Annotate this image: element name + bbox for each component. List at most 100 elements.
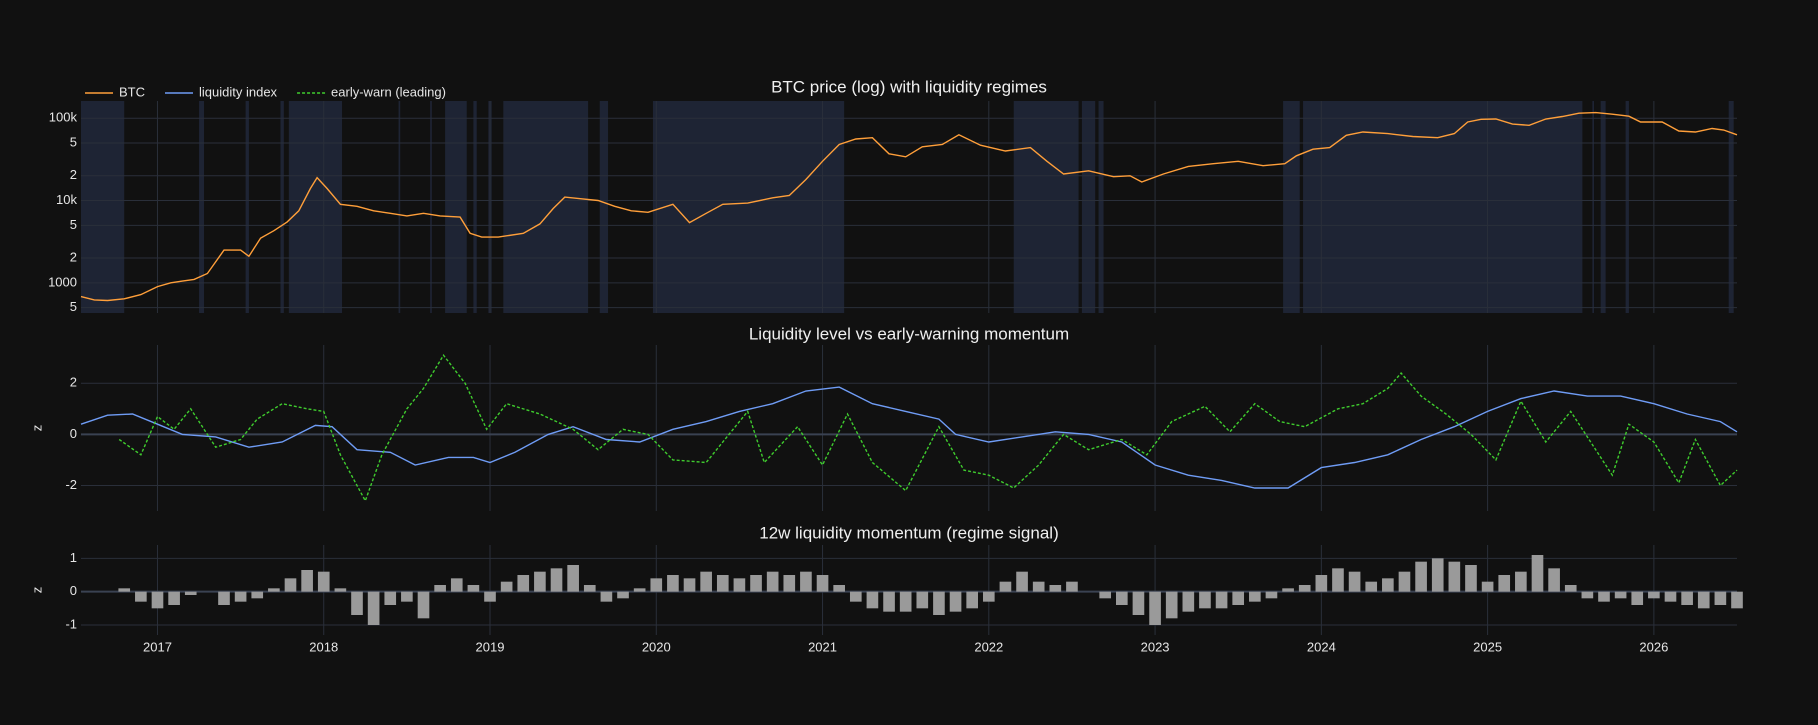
bar (783, 575, 796, 592)
x-tick-label: 2026 (1639, 639, 1668, 654)
bar (916, 591, 929, 609)
bar (1431, 558, 1444, 592)
regime-band (652, 101, 845, 313)
regime-band (1013, 101, 1079, 313)
bar (883, 591, 895, 612)
regime-band (1098, 101, 1104, 313)
bar (1332, 568, 1344, 592)
panel: 5 1000 2 5 10k 2 5 100k BTC price (log) with liq… (48, 77, 1738, 314)
bar (567, 565, 579, 592)
bar (450, 578, 463, 592)
bar (667, 575, 679, 592)
regime-band (1303, 101, 1583, 313)
y-tick-label: 1 (70, 550, 77, 565)
y-tick-label: 5 (70, 134, 77, 149)
bar (1165, 591, 1178, 619)
bar (866, 591, 879, 609)
bar (367, 591, 380, 625)
regime-band (599, 101, 609, 313)
bar (816, 575, 829, 592)
bar (268, 588, 280, 592)
bar (1199, 591, 1211, 609)
y-tick-label: 5 (70, 217, 77, 232)
bar (434, 585, 446, 592)
bar (1265, 591, 1278, 599)
bar (1481, 581, 1494, 592)
regime-band (288, 101, 343, 313)
bar (317, 571, 330, 592)
y-tick-label: -2 (65, 477, 77, 492)
bar (1531, 555, 1544, 592)
bar (384, 591, 397, 605)
series-line (80, 386, 1738, 489)
bar (1498, 575, 1511, 592)
bar (467, 585, 480, 592)
bar (1365, 581, 1378, 592)
regime-band (473, 101, 477, 313)
x-tick-label: 2025 (1473, 639, 1502, 654)
bar (1564, 585, 1577, 592)
x-tick-label: 2020 (642, 639, 671, 654)
bar (1614, 591, 1627, 599)
chart-title: Liquidity level vs early-warning momentu… (749, 324, 1069, 343)
x-tick-label: 2021 (808, 639, 837, 654)
regime-band (199, 101, 205, 313)
bar (351, 591, 363, 615)
x-tick-label: 2024 (1307, 639, 1336, 654)
legend-label: liquidity index (199, 84, 278, 99)
bar (1215, 591, 1228, 609)
bar (1714, 591, 1727, 605)
bar (334, 588, 347, 592)
bar (617, 591, 629, 599)
series-line (80, 111, 1738, 302)
bar (1465, 565, 1477, 592)
bar (417, 591, 430, 619)
bar (1315, 575, 1328, 592)
bar (1232, 591, 1245, 605)
bar (1681, 591, 1693, 605)
y-tick-label: 2 (70, 167, 77, 182)
regime-band (445, 101, 467, 313)
bar (168, 591, 180, 605)
bar (1249, 591, 1261, 602)
bar (517, 575, 530, 592)
bar (151, 591, 164, 609)
chart-title: 12w liquidity momentum (regime signal) (759, 523, 1059, 542)
bar (550, 568, 563, 592)
bar (135, 591, 147, 602)
bar (118, 588, 131, 592)
bar (534, 571, 546, 592)
bar (982, 591, 995, 602)
bar (1348, 571, 1361, 592)
bar (833, 585, 845, 592)
bar (1448, 561, 1461, 592)
regime-band (1592, 101, 1595, 313)
bar (966, 591, 978, 609)
bar (1548, 568, 1560, 592)
bar (700, 571, 712, 592)
bar (1581, 591, 1594, 599)
bar (600, 591, 613, 602)
y-axis-title: z (29, 425, 44, 432)
bar (1066, 581, 1078, 592)
y-tick-label: 10k (56, 192, 77, 207)
regime-band (1283, 101, 1300, 313)
regime-band (1728, 101, 1734, 313)
x-tick-label: 2022 (974, 639, 1003, 654)
bar (1099, 591, 1112, 599)
y-tick-label: 0 (70, 583, 77, 598)
bar (1515, 571, 1527, 592)
y-tick-label: 2 (70, 249, 77, 264)
bar (1598, 591, 1610, 602)
bar (650, 578, 663, 592)
bar (750, 575, 762, 592)
bar (234, 591, 247, 602)
bar (1116, 591, 1128, 605)
x-tick-label: 2023 (1141, 639, 1170, 654)
bar (1132, 591, 1145, 615)
x-tick-label: 2017 (143, 639, 172, 654)
bar (1182, 591, 1195, 612)
bar (184, 591, 197, 595)
bar (716, 575, 729, 592)
